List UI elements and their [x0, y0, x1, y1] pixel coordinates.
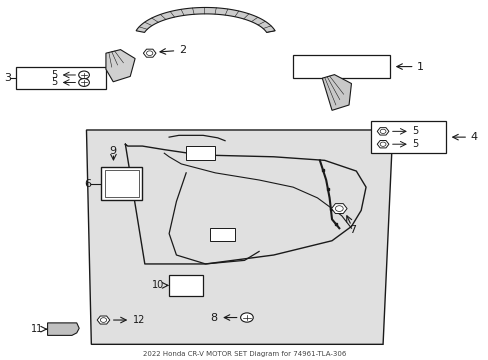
- Text: 6: 6: [84, 179, 91, 189]
- Polygon shape: [86, 130, 392, 344]
- Text: 12: 12: [132, 315, 145, 325]
- Circle shape: [100, 318, 106, 322]
- Text: 2022 Honda CR-V MOTOR SET Diagram for 74961-TLA-306: 2022 Honda CR-V MOTOR SET Diagram for 74…: [142, 351, 346, 357]
- Polygon shape: [106, 50, 135, 82]
- Polygon shape: [136, 8, 275, 32]
- Polygon shape: [186, 146, 215, 160]
- Text: 5: 5: [51, 70, 57, 80]
- Polygon shape: [143, 49, 156, 57]
- Polygon shape: [376, 128, 388, 135]
- Circle shape: [79, 71, 89, 79]
- Text: 3: 3: [4, 73, 11, 83]
- Text: 11: 11: [30, 324, 42, 334]
- Text: 7: 7: [348, 225, 355, 235]
- Bar: [370, 121, 446, 153]
- Bar: [105, 170, 138, 197]
- Text: 4: 4: [469, 132, 477, 142]
- Bar: [101, 167, 142, 200]
- Bar: [16, 67, 106, 89]
- Polygon shape: [376, 140, 388, 148]
- Text: 5: 5: [411, 126, 418, 136]
- Polygon shape: [322, 75, 351, 111]
- Circle shape: [379, 142, 385, 147]
- Bar: [292, 55, 389, 78]
- Text: 9: 9: [109, 147, 116, 157]
- Text: 8: 8: [210, 312, 217, 323]
- Circle shape: [146, 51, 153, 55]
- Circle shape: [240, 313, 253, 322]
- Text: 5: 5: [411, 139, 418, 149]
- Polygon shape: [210, 228, 234, 241]
- Bar: [169, 275, 203, 296]
- Circle shape: [79, 78, 89, 86]
- Circle shape: [379, 129, 385, 134]
- Text: 5: 5: [51, 77, 57, 87]
- Circle shape: [335, 206, 343, 211]
- Text: 2: 2: [179, 45, 185, 55]
- Polygon shape: [97, 316, 110, 324]
- Text: 10: 10: [152, 280, 164, 291]
- Polygon shape: [47, 323, 79, 336]
- Text: 1: 1: [416, 62, 423, 72]
- Polygon shape: [331, 204, 346, 213]
